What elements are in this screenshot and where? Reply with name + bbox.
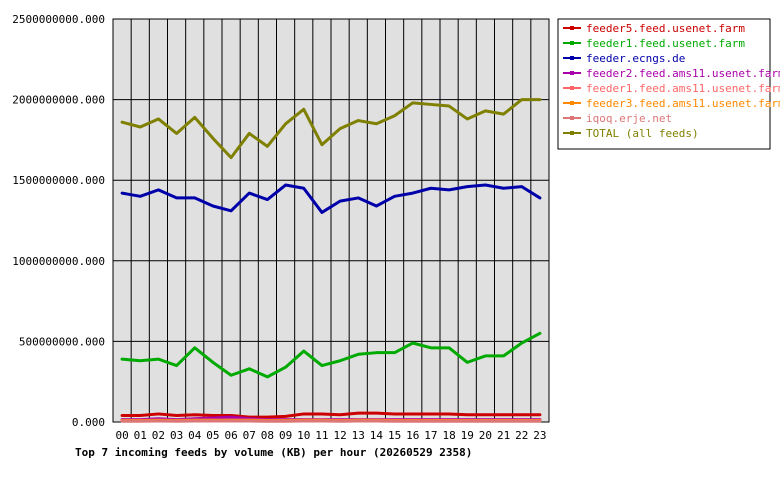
- legend-label: feeder1.feed.usenet.farm: [586, 37, 745, 50]
- legend: feeder5.feed.usenet.farm feeder1.feed.use…: [557, 18, 780, 150]
- legend-label: feeder2.feed.ams11.usenet.farm: [586, 67, 780, 80]
- x-tick-label: 05: [206, 429, 219, 442]
- series-lines: [120, 98, 542, 423]
- chart-title: Top 7 incoming feeds by volume (KB) per …: [75, 446, 472, 459]
- x-tick-label: 13: [352, 429, 365, 442]
- x-tick-label: 06: [224, 429, 237, 442]
- legend-label: feeder1.feed.ams11.usenet.farm: [586, 82, 780, 95]
- y-tick-label: 2500000000.000: [12, 13, 105, 26]
- series-line: [120, 411, 542, 419]
- x-tick-label: 10: [297, 429, 310, 442]
- x-tick-label: 08: [261, 429, 274, 442]
- legend-label: iqoq.erje.net: [586, 112, 672, 125]
- x-tick-label: 18: [442, 429, 455, 442]
- x-tick-label: 03: [170, 429, 183, 442]
- legend-marker: [570, 71, 574, 75]
- y-tick-label: 500000000.000: [19, 335, 105, 348]
- legend-marker: [570, 41, 574, 45]
- x-tick-label: 15: [388, 429, 401, 442]
- x-tick-label: 02: [152, 429, 165, 442]
- series-line: [120, 331, 542, 379]
- x-tick-label: 12: [333, 429, 346, 442]
- legend-label: feeder3.feed.ams11.usenet.farm: [586, 97, 780, 110]
- legend-label: feeder.ecngs.de: [586, 52, 685, 65]
- legend-marker: [570, 131, 574, 135]
- x-tick-label: 11: [315, 429, 328, 442]
- x-tick-label: 22: [515, 429, 528, 442]
- series-line: [120, 183, 542, 214]
- legend-marker: [570, 116, 574, 120]
- x-tick-label: 01: [134, 429, 147, 442]
- x-tick-label: 21: [497, 429, 510, 442]
- x-tick-label: 09: [279, 429, 292, 442]
- x-tick-label: 16: [406, 429, 419, 442]
- legend-marker: [570, 26, 574, 30]
- series-line: [120, 98, 542, 160]
- x-tick-label: 14: [370, 429, 384, 442]
- plot-area: [112, 18, 550, 423]
- y-tick-label: 1000000000.000: [12, 255, 105, 268]
- y-tick-label: 0.000: [72, 416, 105, 429]
- x-tick-label: 00: [115, 429, 128, 442]
- legend-marker: [570, 101, 574, 105]
- axes: 0.000 500000000.000 1000000000.000 15000000…: [12, 13, 546, 442]
- x-tick-label: 19: [461, 429, 474, 442]
- legend-label: feeder5.feed.usenet.farm: [586, 22, 745, 35]
- x-tick-label: 04: [188, 429, 202, 442]
- x-tick-label: 20: [479, 429, 492, 442]
- legend-marker: [570, 86, 574, 90]
- x-tick-label: 23: [533, 429, 546, 442]
- legend-marker: [570, 56, 574, 60]
- y-tick-label: 2000000000.000: [12, 94, 105, 107]
- legend-box: [557, 18, 771, 150]
- x-tick-label: 17: [424, 429, 437, 442]
- x-tick-label: 07: [243, 429, 256, 442]
- legend-label: TOTAL (all feeds): [586, 127, 699, 140]
- y-tick-label: 1500000000.000: [12, 174, 105, 187]
